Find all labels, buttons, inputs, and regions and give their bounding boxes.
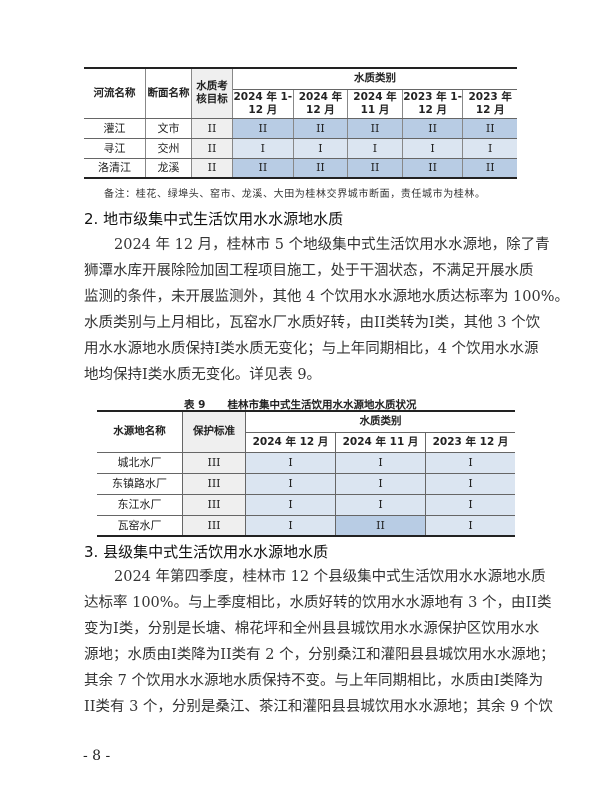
- header-period: 2024 年 12 月: [244, 431, 337, 453]
- quality-class: II: [292, 157, 349, 179]
- table-row: 灌江 文市 II II II II II II: [84, 117, 517, 139]
- target-class: II: [191, 137, 233, 159]
- header-name: 水源地名称: [97, 410, 183, 453]
- quality-class: II: [462, 157, 517, 179]
- text-line: 其余 7 个饮用水水源地水质保持不变。与上年同期相比，水质由I类降为: [84, 673, 544, 689]
- table-9-caption: 表 9 桂林市集中式生活饮用水水源地水质状况: [184, 397, 438, 412]
- target-class: II: [191, 157, 233, 179]
- section-name: 龙溪: [145, 157, 192, 179]
- section-3-heading: 3. 县级集中式生活饮用水水源地水质: [84, 543, 329, 561]
- river-name: 灌江: [84, 117, 146, 139]
- text-line: 地均保持I类水质无变化。详见表 9。: [84, 367, 322, 383]
- text-line: 用水水源地水质保持I类水质无变化；与上年同期相比，4 个饮用水水源: [84, 341, 539, 357]
- caption-number: 表 9: [184, 399, 206, 411]
- quality-class: II: [401, 117, 464, 139]
- quality-class: II: [347, 117, 403, 139]
- quality-class: I: [244, 493, 337, 516]
- source-name: 东镇路水厂: [97, 472, 183, 495]
- quality-class: I: [244, 514, 337, 537]
- table-row: 寻江 交州 II I I I I I: [84, 137, 517, 159]
- quality-class: II: [335, 514, 427, 537]
- header-period: 2023 年 12 月: [462, 88, 517, 119]
- quality-class: II: [232, 157, 294, 179]
- page-number: - 8 -: [83, 748, 111, 764]
- table-row: 东镇路水厂 III I I I: [97, 472, 515, 495]
- header-river: 河流名称: [84, 67, 146, 119]
- river-name: 寻江: [84, 137, 146, 159]
- text-line: 变为I类，分别是长塘、棉花坪和全州县县城饮用水水源保护区饮用水水: [84, 621, 540, 637]
- standard-class: III: [182, 493, 246, 516]
- standard-class: III: [182, 472, 246, 495]
- quality-class: I: [292, 137, 349, 159]
- quality-class: I: [335, 451, 427, 474]
- header-period: 2024 年 11 月: [347, 88, 403, 119]
- quality-class: II: [292, 117, 349, 139]
- quality-class: I: [425, 493, 515, 516]
- quality-class: I: [335, 472, 427, 495]
- section-name: 交州: [145, 137, 192, 159]
- quality-class: II: [462, 117, 517, 139]
- river-water-quality-table: 河流名称 断面名称 水质考核目标 水质类别 2024 年 1-12 月 2024 …: [84, 67, 517, 179]
- header-group: 水质类别: [232, 67, 517, 90]
- header-period: 2023 年 12 月: [425, 431, 515, 453]
- section-3-paragraph: 2024 年第四季度，桂林市 12 个县级集中式生活饮用水水源地水质达标率 10…: [84, 564, 555, 720]
- text-line: 2024 年 12 月，桂林市 5 个地级集中式生活饮用水水源地，除了青: [114, 237, 550, 253]
- quality-class: I: [425, 514, 515, 537]
- header-standard: 保护标准: [182, 410, 246, 453]
- standard-class: III: [182, 451, 246, 474]
- header-group: 水质类别: [245, 410, 515, 433]
- header-period: 2024 年 1-12 月: [232, 88, 294, 119]
- quality-class: I: [401, 137, 464, 159]
- standard-class: III: [182, 514, 246, 537]
- table-note: 备注：桂花、绿埠头、窑市、龙溪、大田为桂林交界城市断面，责任城市为桂林。: [104, 189, 486, 200]
- text-line: 2024 年第四季度，桂林市 12 个县级集中式生活饮用水水源地水质: [114, 569, 546, 585]
- target-class: II: [191, 117, 233, 139]
- source-name: 瓦窑水厂: [97, 514, 183, 537]
- river-name: 洛清江: [84, 157, 146, 179]
- quality-class: I: [425, 472, 515, 495]
- header-target: 水质考核目标: [191, 67, 233, 119]
- quality-class: I: [425, 451, 515, 474]
- quality-class: I: [335, 493, 427, 516]
- caption-title: 桂林市集中式生活饮用水水源地水质状况: [227, 399, 417, 411]
- text-line: 狮潭水库开展除险加固工程项目施工，处于干涸状态，不满足开展水质: [84, 263, 534, 279]
- quality-class: I: [244, 472, 337, 495]
- source-name: 东江水厂: [97, 493, 183, 516]
- quality-class: II: [401, 157, 464, 179]
- header-period: 2024 年 12 月: [292, 88, 349, 119]
- quality-class: I: [244, 451, 337, 474]
- header-period: 2023 年 1-12 月: [401, 88, 464, 119]
- table-row: 瓦窑水厂 III I II I: [97, 514, 515, 537]
- table-row: 城北水厂 III I I I: [97, 451, 515, 474]
- section-2-heading: 2. 地市级集中式生活饮用水水源地水质: [84, 210, 344, 228]
- header-section: 断面名称: [145, 67, 192, 119]
- section-2-paragraph: 2024 年 12 月，桂林市 5 个地级集中式生活饮用水水源地，除了青狮潭水库…: [84, 232, 570, 388]
- source-name: 城北水厂: [97, 451, 183, 474]
- section-name: 文市: [145, 117, 192, 139]
- quality-class: I: [232, 137, 294, 159]
- drinking-water-source-table: 水源地名称 保护标准 水质类别 2024 年 12 月 2024 年 11 月 20…: [97, 410, 515, 537]
- table-row: 洛清江 龙溪 II II II II II II: [84, 157, 517, 179]
- quality-class: II: [232, 117, 294, 139]
- quality-class: II: [347, 157, 403, 179]
- text-line: 水质类别与上月相比，瓦窑水厂水质好转，由II类转为I类，其他 3 个饮: [84, 315, 541, 331]
- quality-class: I: [347, 137, 403, 159]
- text-line: 源地；水质由I类降为II类有 2 个，分别桑江和灌阳县县城饮用水水源地；: [84, 647, 555, 663]
- header-period: 2024 年 11 月: [335, 431, 427, 453]
- table-row: 东江水厂 III I I I: [97, 493, 515, 516]
- text-line: 达标率 100%。与上季度相比，水质好转的饮用水水源地有 3 个，由II类: [84, 595, 552, 611]
- text-line: 监测的条件，未开展监测外，其他 4 个饮用水水源地水质达标率为 100%。: [84, 289, 570, 305]
- text-line: II类有 3 个，分别是桑江、茶江和灌阳县县城饮用水水源地；其余 9 个饮: [84, 699, 553, 715]
- quality-class: I: [462, 137, 517, 159]
